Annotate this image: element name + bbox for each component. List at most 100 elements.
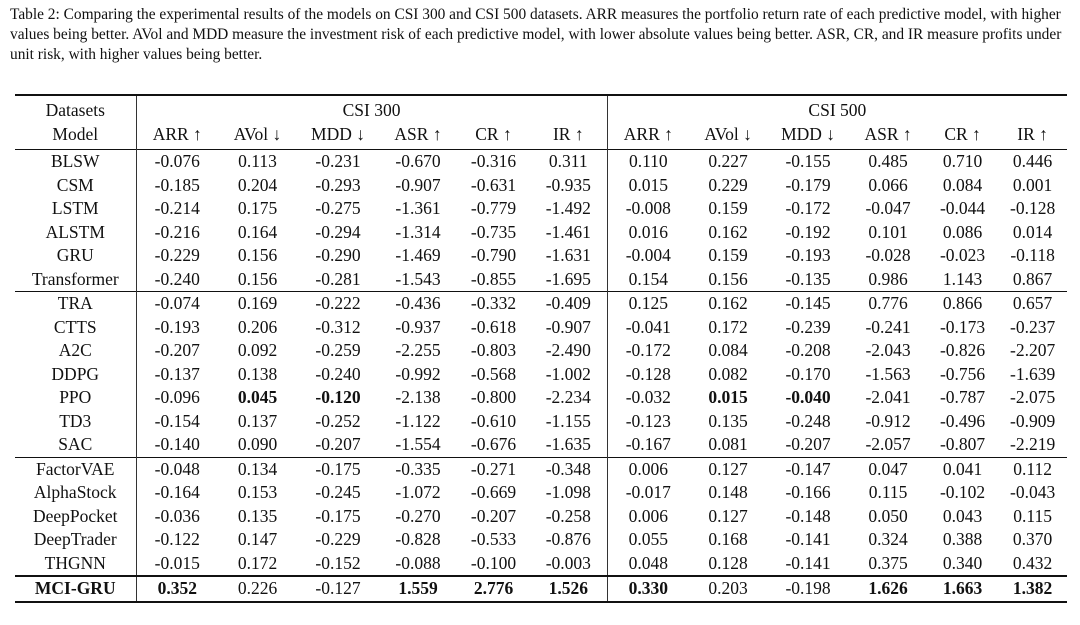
value-cell: -1.469	[395, 245, 441, 266]
value-cell: 0.092	[237, 340, 278, 361]
table-row: Transformer -0.240 0.156 -0.281 -1.543 -0.855…	[15, 267, 1067, 292]
value-cell: -0.876	[530, 528, 608, 552]
value-cell: -0.047	[865, 198, 911, 219]
model-name-cell: DDPG	[15, 362, 137, 386]
value-cell: 0.084	[708, 340, 748, 361]
value-cell: -0.907	[530, 315, 608, 339]
value-cell: 0.127	[708, 458, 748, 479]
value-cell: -0.807	[939, 434, 986, 455]
value-cell: -0.166	[785, 482, 831, 503]
table-row: MCI-GRU 0.352 0.226 -0.127 1.559 2.776 1.526 0.…	[15, 576, 1067, 602]
value-cell: 0.168	[708, 529, 748, 550]
metric-avol-csi500: AVol ↓	[704, 124, 752, 144]
value-cell: -0.036	[154, 505, 200, 526]
value-cell: 1.626	[868, 578, 908, 599]
value-cell: 0.050	[868, 505, 908, 526]
value-cell: -1.563	[865, 363, 911, 384]
value-cell: -0.912	[865, 410, 911, 431]
value-cell: -0.631	[470, 174, 517, 195]
value-cell: -0.241	[865, 316, 911, 337]
datasets-label: Datasets	[15, 95, 137, 122]
value-cell: 1.663	[942, 578, 983, 599]
value-cell: -0.102	[939, 482, 986, 503]
value-cell: -0.229	[315, 529, 361, 550]
value-cell: -1.098	[530, 481, 608, 505]
value-cell: 0.169	[237, 293, 278, 314]
value-cell: -0.175	[315, 505, 361, 526]
model-name-cell: A2C	[15, 339, 137, 363]
value-cell: -0.088	[395, 552, 441, 573]
model-name-cell: DeepPocket	[15, 504, 137, 528]
table-row: CSM -0.185 0.204 -0.293 -0.907 -0.631 -0.935 0.…	[15, 173, 1067, 197]
metric-cr-csi500: CR ↑	[944, 124, 981, 144]
metric-ir-csi300: IR ↑	[530, 122, 608, 150]
value-cell: -0.231	[315, 151, 361, 172]
value-cell: 0.986	[868, 268, 908, 289]
value-cell: 0.330	[628, 578, 669, 599]
value-cell: 0.138	[237, 363, 278, 384]
value-cell: -0.207	[785, 434, 831, 455]
value-cell: -2.138	[395, 387, 441, 408]
value-cell: 1.526	[530, 576, 608, 602]
value-cell: -2.041	[865, 387, 911, 408]
value-cell: -0.281	[315, 268, 361, 289]
value-cell: -0.222	[315, 293, 361, 314]
model-name-cell: FactorVAE	[15, 457, 137, 481]
value-cell: 0.006	[628, 505, 669, 526]
table-section-3: FactorVAE -0.048 0.134 -0.175 -0.335 -0.271 -0…	[15, 457, 1068, 576]
value-cell: -0.100	[470, 552, 517, 573]
value-cell: -0.855	[470, 268, 517, 289]
value-cell: -1.695	[530, 267, 608, 292]
value-cell: 0.001	[1012, 174, 1053, 195]
value-cell: 0.153	[237, 482, 278, 503]
model-name-cell: SAC	[15, 433, 137, 457]
value-cell: 0.137	[237, 410, 278, 431]
value-cell: 0.048	[628, 552, 669, 573]
table-row: PPO -0.096 0.045 -0.120 -2.138 -0.800 -2.234 -0…	[15, 386, 1067, 410]
model-name-cell: ALSTM	[15, 220, 137, 244]
value-cell: -0.335	[395, 458, 441, 479]
value-cell: -0.245	[315, 482, 361, 503]
value-cell: -1.072	[395, 482, 441, 503]
value-cell: -0.198	[785, 578, 831, 599]
value-cell: -0.828	[395, 529, 441, 550]
value-cell: -0.074	[154, 293, 200, 314]
model-name-cell: MCI-GRU	[15, 576, 137, 602]
table-row: TRA -0.074 0.169 -0.222 -0.436 -0.332 -0.409 0.…	[15, 291, 1067, 316]
value-cell: -0.141	[785, 552, 831, 573]
value-cell: -0.332	[470, 293, 517, 314]
value-cell: 0.162	[708, 293, 748, 314]
value-cell: 0.014	[1012, 221, 1053, 242]
value-cell: -0.137	[154, 363, 200, 384]
model-name-cell: GRU	[15, 244, 137, 268]
value-cell: -0.128	[625, 363, 671, 384]
value-cell: -0.240	[154, 268, 200, 289]
metric-mdd-csi300: MDD ↓	[311, 124, 365, 144]
table-row: FactorVAE -0.048 0.134 -0.175 -0.335 -0.271 -0…	[15, 457, 1067, 481]
value-cell: -0.193	[785, 245, 831, 266]
value-cell: -0.192	[785, 221, 831, 242]
table-row: SAC -0.140 0.090 -0.207 -1.554 -0.676 -1.635 -0…	[15, 433, 1067, 457]
results-table-container: Datasets CSI 300 CSI 500 Model ARR ↑ AVo…	[15, 94, 1068, 603]
value-cell: 0.227	[708, 151, 748, 172]
value-cell: -0.167	[625, 434, 671, 455]
value-cell: -0.312	[315, 316, 361, 337]
value-cell: 0.352	[157, 578, 197, 599]
value-cell: -0.803	[470, 340, 517, 361]
table-row: BLSW -0.076 0.113 -0.231 -0.670 -0.316 0.311 0.…	[15, 149, 1067, 174]
value-cell: -0.003	[530, 551, 608, 576]
value-cell: -0.118	[1010, 245, 1055, 266]
model-name-cell: LSTM	[15, 197, 137, 221]
value-cell: -0.992	[395, 363, 441, 384]
value-cell: -0.185	[154, 174, 200, 195]
value-cell: -1.554	[395, 434, 441, 455]
value-cell: -0.141	[785, 529, 831, 550]
value-cell: -1.639	[1010, 363, 1056, 384]
value-cell: 0.446	[1012, 151, 1053, 172]
value-cell: 0.340	[942, 552, 983, 573]
value-cell: -0.120	[315, 387, 361, 408]
value-cell: -1.543	[395, 268, 441, 289]
value-cell: 0.156	[708, 268, 748, 289]
value-cell: 0.041	[942, 458, 983, 479]
value-cell: 0.148	[708, 482, 748, 503]
